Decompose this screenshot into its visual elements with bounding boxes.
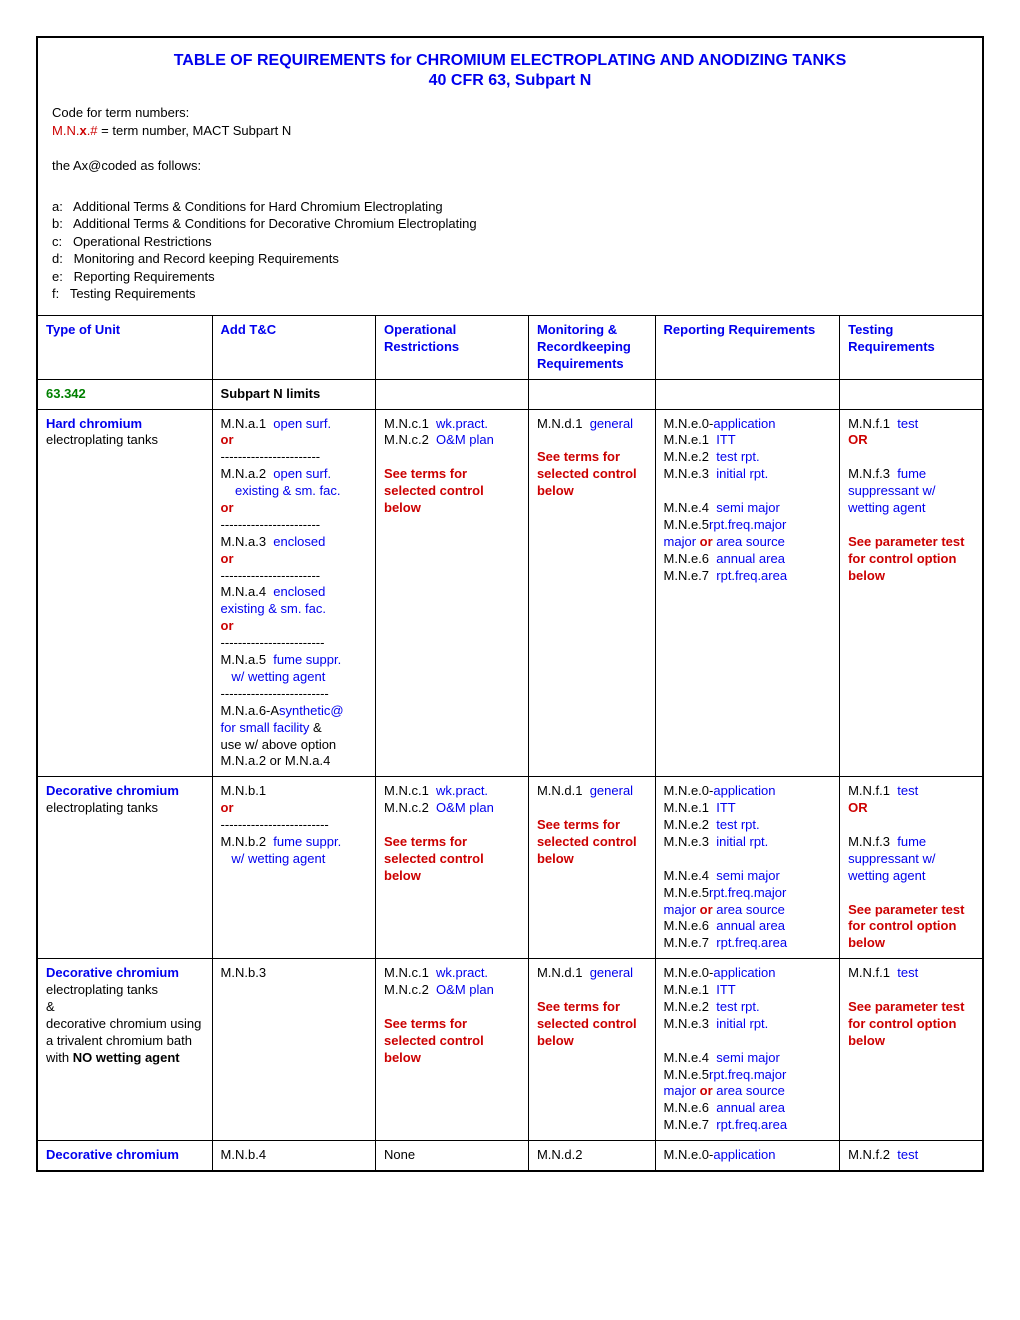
- unit-desc: electroplating tanks: [46, 800, 158, 815]
- cell-rep: M.N.e.0-applicationM.N.e.1 ITTM.N.e.2 te…: [655, 959, 840, 1141]
- cell-test: M.N.f.1 test See parameter test for cont…: [840, 959, 982, 1141]
- row-decorative-3: Decorative chromium M.N.b.4 None M.N.d.2…: [38, 1141, 982, 1170]
- cell-rep: M.N.e.0-application: [655, 1141, 840, 1170]
- section-limits: Subpart N limits: [212, 379, 375, 409]
- cell-type: Decorative chromium: [38, 1141, 212, 1170]
- cell-type: Hard chromium electroplating tanks: [38, 409, 212, 777]
- code-for-label: Code for term numbers:: [52, 104, 968, 122]
- cell-mon: M.N.d.2: [528, 1141, 655, 1170]
- table-header-row: Type of Unit Add T&C Operational Restric…: [38, 316, 982, 380]
- page: TABLE OF REQUIREMENTS for CHROMIUM ELECT…: [36, 36, 984, 1172]
- unit-name: Decorative chromium: [46, 965, 179, 980]
- title-line-1: TABLE OF REQUIREMENTS for CHROMIUM ELECT…: [38, 38, 982, 72]
- cell-add-tc: M.N.b.1or-------------------------M.N.b.…: [212, 777, 375, 959]
- def-c: c: Operational Restrictions: [52, 233, 968, 251]
- th-add-tc: Add T&C: [212, 316, 375, 380]
- unit-name: Decorative chromium: [46, 1147, 179, 1162]
- cell-test: M.N.f.1 testOR M.N.f.3 fumesuppressant w…: [840, 777, 982, 959]
- cell-test: M.N.f.2 test: [840, 1141, 982, 1170]
- cell-add-tc: M.N.b.3: [212, 959, 375, 1141]
- row-hard-chromium: Hard chromium electroplating tanks M.N.a…: [38, 409, 982, 777]
- cell-test: M.N.f.1 testOR M.N.f.3 fumesuppressant w…: [840, 409, 982, 777]
- cell-op: None: [376, 1141, 529, 1170]
- cell-type: Decorative chromium electroplating tanks: [38, 777, 212, 959]
- definitions-list: a: Additional Terms & Conditions for Har…: [52, 198, 968, 303]
- def-f: f: Testing Requirements: [52, 285, 968, 303]
- unit-name: Decorative chromium: [46, 783, 179, 798]
- title-line-2: 40 CFR 63, Subpart N: [38, 72, 982, 104]
- cell-rep: M.N.e.0-applicationM.N.e.1 ITTM.N.e.2 te…: [655, 777, 840, 959]
- cell-mon: M.N.d.1 general See terms for selected c…: [528, 777, 655, 959]
- def-b: b: Additional Terms & Conditions for Dec…: [52, 215, 968, 233]
- cell-rep: M.N.e.0-applicationM.N.e.1 ITTM.N.e.2 te…: [655, 409, 840, 777]
- intro-block: Code for term numbers: M.N.x.# = term nu…: [38, 104, 982, 315]
- th-op-restr: Operational Restrictions: [376, 316, 529, 380]
- cell-op: M.N.c.1 wk.pract.M.N.c.2 O&M plan See te…: [376, 409, 529, 777]
- row-decorative-2: Decorative chromium electroplating tanks…: [38, 959, 982, 1141]
- th-type: Type of Unit: [38, 316, 212, 380]
- row-decorative-1: Decorative chromium electroplating tanks…: [38, 777, 982, 959]
- cell-add-tc: M.N.a.1 open surf.or--------------------…: [212, 409, 375, 777]
- cell-mon: M.N.d.1 general See terms for selected c…: [528, 409, 655, 777]
- section-code: 63.342: [38, 379, 212, 409]
- amp: &: [46, 999, 55, 1014]
- th-reporting: Reporting Requirements: [655, 316, 840, 380]
- mn-suffix: .#: [87, 123, 101, 138]
- def-e: e: Reporting Requirements: [52, 268, 968, 286]
- requirements-table: Type of Unit Add T&C Operational Restric…: [38, 315, 982, 1170]
- cell-op: M.N.c.1 wk.pract.M.N.c.2 O&M plan See te…: [376, 959, 529, 1141]
- cell-op: M.N.c.1 wk.pract.M.N.c.2 O&M plan See te…: [376, 777, 529, 959]
- th-testing: Testing Requirements: [840, 316, 982, 380]
- cell-mon: M.N.d.1 general See terms for selected c…: [528, 959, 655, 1141]
- code-format: M.N.x.# = term number, MACT Subpart N: [52, 122, 968, 140]
- the-ax: the Ax@coded as follows:: [52, 157, 968, 175]
- mn-x: x: [79, 123, 86, 138]
- unit-desc: electroplating tanks: [46, 982, 158, 997]
- unit-desc-2b: NO wetting agent: [73, 1050, 180, 1065]
- unit-desc: electroplating tanks: [46, 432, 158, 447]
- th-mon-rec: Monitoring & Recordkeeping Requirements: [528, 316, 655, 380]
- section-row: 63.342 Subpart N limits: [38, 379, 982, 409]
- mn-prefix: M.N.: [52, 123, 79, 138]
- def-d: d: Monitoring and Record keeping Require…: [52, 250, 968, 268]
- unit-name: Hard chromium: [46, 416, 142, 431]
- def-a: a: Additional Terms & Conditions for Har…: [52, 198, 968, 216]
- cell-type: Decorative chromium electroplating tanks…: [38, 959, 212, 1141]
- mn-desc: = term number, MACT Subpart N: [101, 123, 291, 138]
- cell-add-tc: M.N.b.4: [212, 1141, 375, 1170]
